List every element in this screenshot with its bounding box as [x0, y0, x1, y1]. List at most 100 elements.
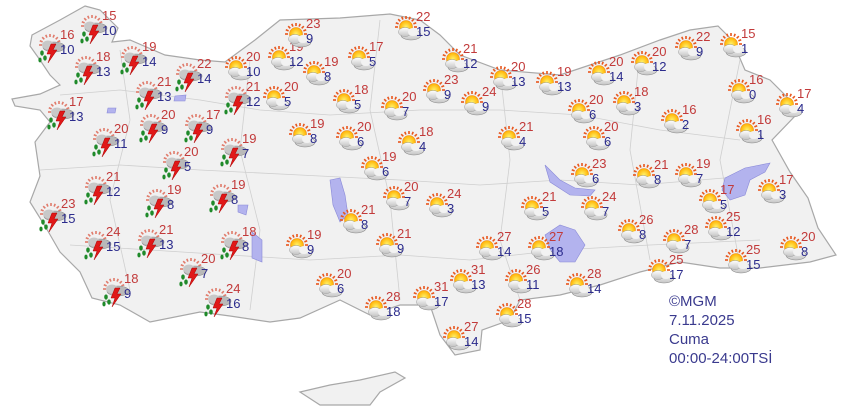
min-temperature: 3 [447, 201, 455, 216]
min-temperature: 12 [726, 224, 741, 239]
max-temperature: 26 [526, 262, 541, 277]
min-temperature: 8 [310, 131, 318, 146]
city-forecast: 25 17 [645, 253, 691, 292]
max-temperature: 17 [797, 86, 812, 101]
min-temperature: 8 [654, 172, 662, 187]
city-forecast: 15 1 [717, 27, 763, 66]
city-forecast: 25 12 [702, 210, 748, 249]
max-temperature: 18 [634, 84, 649, 99]
city-forecast: 20 7 [378, 90, 424, 129]
max-temperature: 28 [517, 296, 532, 311]
city-forecast: 20 6 [565, 93, 611, 132]
min-temperature: 6 [592, 171, 600, 186]
min-temperature: 18 [549, 244, 564, 259]
min-temperature: 14 [464, 334, 479, 349]
city-forecast: 19 9 [283, 228, 329, 267]
min-temperature: 12 [652, 59, 667, 74]
min-temperature: 12 [289, 54, 304, 69]
city-forecast: 19 6 [358, 150, 404, 189]
city-forecast: 18 5 [330, 83, 376, 122]
max-temperature: 17 [69, 94, 84, 109]
city-forecast: 23 9 [282, 17, 328, 56]
max-temperature: 21 [106, 169, 121, 184]
min-temperature: 8 [231, 192, 239, 207]
max-temperature: 20 [357, 119, 372, 134]
min-temperature: 16 [226, 296, 241, 311]
max-temperature: 19 [324, 54, 339, 69]
min-temperature: 9 [444, 87, 452, 102]
max-temperature: 27 [497, 229, 512, 244]
city-forecast: 24 16 [202, 282, 248, 321]
max-temperature: 23 [592, 156, 607, 171]
city-forecast: 24 9 [458, 85, 504, 124]
min-temperature: 2 [682, 117, 690, 132]
max-temperature: 24 [447, 186, 462, 201]
max-temperature: 19 [242, 131, 257, 146]
city-forecast: 1912 [265, 40, 311, 79]
city-forecast: 26 11 [502, 263, 548, 302]
min-temperature: 8 [639, 227, 647, 242]
max-temperature: 18 [419, 124, 434, 139]
min-temperature: 7 [684, 237, 692, 252]
max-temperature: 20 [511, 59, 526, 74]
max-temperature: 20 [402, 89, 417, 104]
max-temperature: 23 [306, 16, 321, 31]
city-forecast: 20 6 [313, 267, 359, 306]
min-temperature: 9 [206, 122, 214, 137]
max-temperature: 19 [382, 149, 397, 164]
city-forecast: 17 5 [345, 40, 391, 79]
city-forecast: 24 15 [82, 225, 128, 264]
min-temperature: 9 [161, 122, 169, 137]
min-temperature: 8 [242, 239, 250, 254]
city-forecast: 19 8 [143, 183, 189, 222]
city-forecast: 21 13 [135, 223, 181, 262]
max-temperature: 24 [106, 224, 121, 239]
min-temperature: 5 [284, 94, 292, 109]
max-temperature: 31 [471, 262, 486, 277]
max-temperature: 19 [557, 64, 572, 79]
city-forecast: 28 7 [660, 223, 706, 262]
city-forecast: 21 4 [495, 120, 541, 159]
max-temperature: 20 [284, 79, 299, 94]
max-temperature: 18 [354, 82, 369, 97]
city-forecast: 26 8 [615, 213, 661, 252]
max-temperature: 19 [307, 227, 322, 242]
min-temperature: 13 [96, 64, 111, 79]
max-temperature: 20 [801, 229, 816, 244]
min-temperature: 14 [197, 71, 212, 86]
lake-egirdir [237, 204, 249, 216]
min-temperature: 18 [386, 304, 401, 319]
min-temperature: 1 [757, 127, 765, 142]
city-forecast: 27 14 [440, 320, 486, 359]
city-forecast: 16 10 [36, 28, 82, 67]
country-outline [11, 5, 837, 356]
min-temperature: 5 [542, 204, 550, 219]
min-temperature: 17 [669, 267, 684, 282]
city-forecast: 17 4 [773, 87, 819, 126]
city-forecast: 17 9 [182, 108, 228, 147]
max-temperature: 28 [386, 289, 401, 304]
city-forecast: 17 3 [755, 173, 801, 212]
city-forecast: 21 12 [439, 42, 485, 81]
city-forecast: 23 9 [420, 73, 466, 112]
max-temperature: 20 [161, 107, 176, 122]
city-forecast: 19 8 [300, 55, 346, 94]
max-temperature: 26 [639, 212, 654, 227]
max-temperature: 20 [337, 266, 352, 281]
min-temperature: 9 [124, 286, 132, 301]
min-temperature: 8 [167, 197, 175, 212]
min-temperature: 6 [337, 281, 345, 296]
city-forecast: 31 17 [410, 280, 456, 319]
max-temperature: 16 [60, 27, 75, 42]
max-temperature: 22 [416, 9, 431, 24]
min-temperature: 7 [696, 171, 704, 186]
max-temperature: 24 [226, 281, 241, 296]
min-temperature: 6 [604, 134, 612, 149]
min-temperature: 5 [184, 159, 192, 174]
max-temperature: 16 [749, 72, 764, 87]
max-temperature: 25 [726, 209, 741, 224]
min-temperature: 9 [306, 31, 314, 46]
date-label: 7.11.2025 [669, 312, 735, 329]
city-forecast: 31 13 [447, 263, 493, 302]
max-temperature: 20 [114, 121, 129, 136]
